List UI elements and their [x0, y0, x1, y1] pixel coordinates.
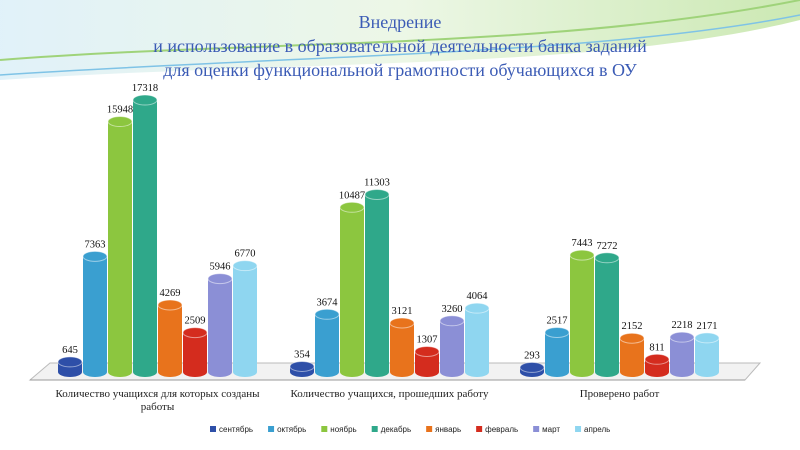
bar	[570, 255, 594, 372]
value-label: 7443	[572, 238, 593, 249]
value-label: 5946	[210, 262, 231, 273]
legend-label: январь	[435, 425, 461, 434]
bar-top	[544, 326, 570, 338]
bar	[340, 207, 364, 372]
chart-title: для оценки функциональной грамотности об…	[163, 60, 637, 80]
bar-top	[289, 360, 315, 372]
legend-swatch	[575, 426, 582, 432]
decor-line	[0, 14, 800, 76]
bar	[620, 338, 644, 372]
bar	[83, 256, 107, 372]
legend-label: сентябрь	[219, 425, 253, 434]
value-label: 3121	[392, 306, 413, 317]
value-label: 2517	[547, 315, 568, 326]
value-label: 1307	[417, 334, 438, 345]
bar	[390, 322, 414, 372]
bar-top	[619, 332, 645, 344]
bar-top	[694, 332, 720, 344]
value-label: 15948	[107, 105, 133, 116]
value-label: 7272	[597, 241, 618, 252]
bar	[158, 304, 182, 372]
bar-top	[182, 327, 208, 339]
bar-top	[439, 315, 465, 327]
bar	[183, 332, 207, 372]
bar	[440, 320, 464, 372]
legend-label: март	[542, 425, 560, 434]
legend-label: февраль	[485, 425, 518, 434]
bar-top	[594, 252, 620, 264]
legend-swatch	[533, 426, 540, 432]
bar-top	[82, 250, 108, 262]
value-label: 811	[649, 342, 664, 353]
bar	[670, 337, 694, 372]
bar	[208, 278, 232, 372]
chart-title: Внедрение	[359, 12, 442, 32]
bar-top	[389, 317, 415, 329]
bar-top	[157, 299, 183, 311]
chart-title: и использование в образовательной деятел…	[153, 36, 647, 56]
x-tick-label: Проверено работ	[579, 388, 660, 400]
legend-swatch	[476, 426, 483, 432]
bar-top	[107, 116, 133, 128]
bar	[108, 121, 132, 373]
value-label: 10487	[339, 190, 365, 201]
legend-swatch	[371, 426, 378, 432]
value-label: 11303	[364, 177, 390, 188]
value-label: 2509	[185, 316, 206, 327]
value-label: 645	[62, 345, 78, 356]
bar-top	[464, 302, 490, 314]
bar-top	[339, 201, 365, 213]
bar	[133, 100, 157, 372]
value-label: 17318	[132, 83, 158, 94]
value-label: 2218	[672, 320, 693, 331]
value-label: 7363	[85, 239, 106, 250]
legend-label: октябрь	[277, 425, 306, 434]
value-label: 293	[524, 350, 540, 361]
legend-label: декабрь	[381, 425, 411, 434]
bar-top	[57, 356, 83, 368]
bar-top	[364, 188, 390, 200]
bar	[365, 194, 389, 372]
value-label: 354	[294, 349, 311, 360]
bar	[315, 314, 339, 372]
value-label: 2171	[697, 321, 718, 332]
x-tick-label: Количество учащихся, прошедших работу	[290, 388, 489, 400]
legend-swatch	[426, 426, 433, 432]
value-label: 3260	[442, 304, 463, 315]
value-label: 4269	[160, 288, 181, 299]
bar	[415, 351, 439, 372]
value-label: 3674	[317, 297, 339, 308]
legend-swatch	[268, 426, 275, 432]
bar-top	[207, 273, 233, 285]
bar-top	[414, 345, 440, 357]
bar-top	[669, 331, 695, 343]
bar	[545, 332, 569, 372]
decor-line	[0, 0, 800, 61]
bar-top	[314, 308, 340, 320]
bar-top	[232, 260, 258, 272]
value-label: 6770	[235, 249, 256, 260]
bar	[233, 265, 257, 372]
value-label: 2152	[622, 321, 643, 332]
bar-top	[519, 361, 545, 373]
bar	[595, 257, 619, 372]
bar-top	[569, 249, 595, 261]
decor-swoosh	[0, 0, 800, 80]
legend-label: апрель	[584, 425, 610, 434]
bar-top	[644, 353, 670, 365]
bar	[465, 308, 489, 372]
legend-swatch	[321, 426, 328, 432]
bar-top	[132, 94, 158, 106]
legend-label: ноябрь	[330, 425, 356, 434]
x-tick-label: Количество учащихся для которых созданы …	[55, 388, 260, 413]
bar	[695, 337, 719, 372]
legend-swatch	[210, 426, 216, 432]
value-label: 4064	[467, 291, 489, 302]
